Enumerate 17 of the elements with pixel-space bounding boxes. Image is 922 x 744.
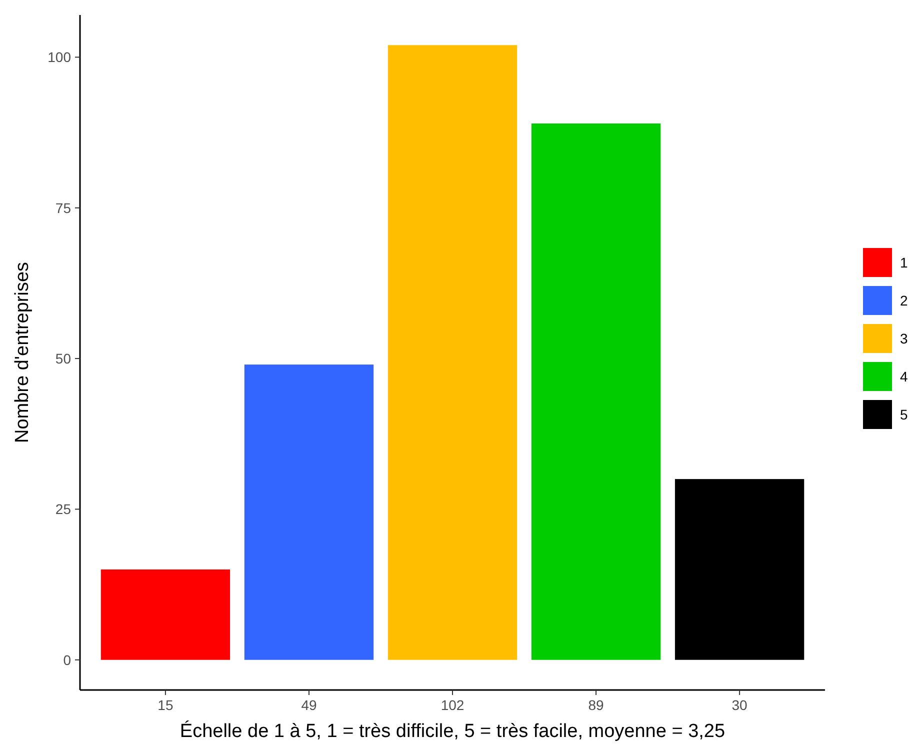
legend-label: 4 — [900, 368, 908, 384]
legend-label: 5 — [900, 406, 908, 422]
x-tick-label: 30 — [732, 697, 748, 713]
y-tick-label: 75 — [55, 200, 72, 216]
legend-label: 2 — [900, 292, 908, 308]
y-axis-title: Nombre d'entreprises — [12, 262, 33, 444]
legend-label: 1 — [900, 254, 908, 270]
y-tick-label: 25 — [55, 501, 72, 518]
x-tick-label: 89 — [588, 697, 604, 713]
x-tick-label: 102 — [440, 697, 464, 713]
x-axis-title: Échelle de 1 à 5, 1 = très difficile, 5 = très facile, moyenne = 3,25 — [180, 720, 726, 742]
x-tick-label: 49 — [301, 697, 317, 713]
y-tick-label: 100 — [48, 49, 72, 66]
y-tick-label: 50 — [55, 350, 72, 366]
y-tick-label: 0 — [63, 652, 72, 668]
legend-label: 3 — [900, 330, 908, 346]
x-tick-label: 15 — [158, 697, 174, 713]
